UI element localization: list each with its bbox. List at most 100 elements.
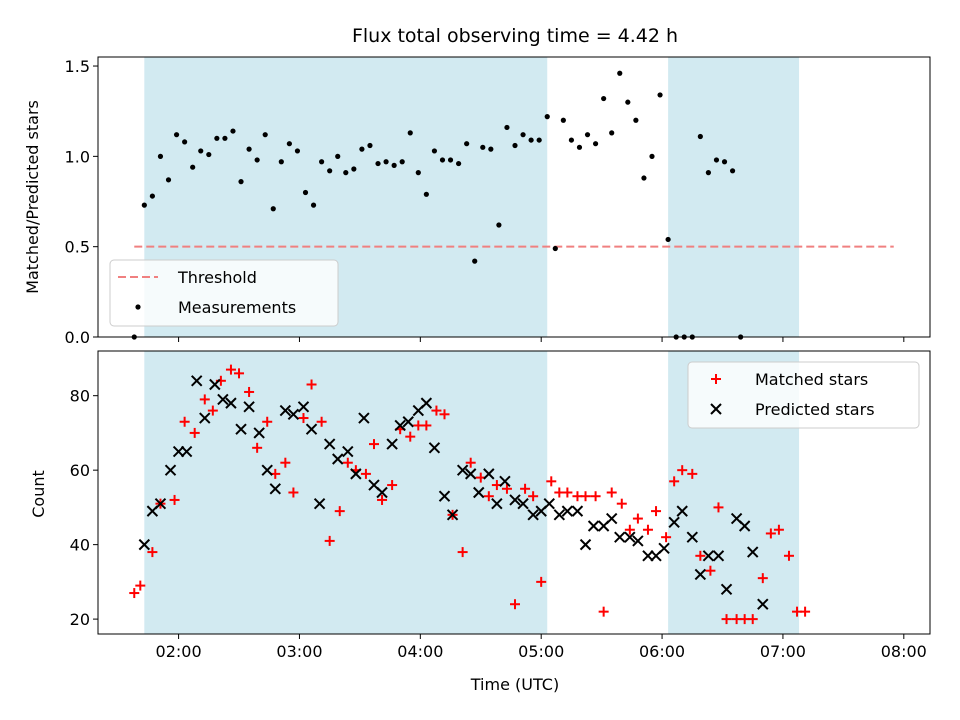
- matched-point: [669, 476, 680, 487]
- measurement-point: [536, 137, 542, 143]
- predicted-point: [499, 475, 511, 488]
- series-measurements: [131, 70, 744, 340]
- predicted-point: [191, 375, 203, 387]
- measurement-point: [278, 159, 284, 165]
- predicted-point: [332, 453, 344, 465]
- measurement-point: [496, 222, 502, 228]
- y-tick-label: 0.5: [65, 238, 90, 257]
- matched-point: [179, 416, 190, 427]
- measurement-point: [165, 177, 172, 183]
- matched-point: [368, 439, 379, 450]
- predicted-point: [561, 505, 574, 517]
- matched-point: [169, 494, 180, 505]
- predicted-point: [491, 497, 503, 510]
- legend-threshold-label: Threshold: [177, 268, 257, 287]
- measurement-point: [173, 132, 180, 138]
- predicted-point: [747, 546, 759, 558]
- predicted-point: [420, 397, 433, 409]
- matched-point: [747, 614, 758, 625]
- predicted-point: [180, 445, 193, 458]
- legend-box: [109, 259, 339, 327]
- measurement-point: [149, 193, 155, 199]
- matched-point: [501, 483, 512, 494]
- predicted-point: [138, 538, 151, 551]
- measurement-point: [633, 117, 639, 123]
- axes-frame: [97, 350, 931, 635]
- measurement-point: [262, 132, 268, 138]
- predicted-point: [694, 568, 707, 581]
- matched-point: [546, 476, 557, 487]
- matched-point: [606, 487, 617, 498]
- predicted-point: [473, 486, 485, 499]
- legend-measurements-label: Measurements: [178, 298, 296, 317]
- measurement-point: [190, 164, 196, 170]
- predicted-point: [446, 509, 459, 521]
- predicted-point: [483, 468, 495, 480]
- measurement-point: [480, 144, 486, 150]
- matched-point: [721, 614, 732, 625]
- predicted-point: [605, 512, 618, 525]
- measurement-point: [359, 146, 365, 152]
- x-tick-label: 02:00: [156, 642, 202, 661]
- x-tick-label: 07:00: [760, 642, 806, 661]
- matched-point: [783, 550, 794, 561]
- measurement-point: [520, 132, 526, 138]
- predicted-point: [225, 397, 237, 409]
- series-predicted-stars: [138, 375, 769, 610]
- matched-point: [632, 513, 643, 524]
- predicted-point: [702, 550, 715, 562]
- predicted-point: [342, 445, 354, 458]
- predicted-point: [632, 535, 644, 547]
- predicted-point: [199, 412, 211, 424]
- measurement-point: [617, 70, 623, 76]
- matched-point: [510, 599, 521, 610]
- matched-point: [334, 506, 345, 517]
- matched-point: [713, 502, 724, 513]
- measurement-point: [472, 258, 478, 264]
- measurement-point: [230, 128, 236, 134]
- predicted-point: [253, 427, 265, 439]
- predicted-point: [217, 393, 229, 406]
- measurement-point: [504, 124, 510, 131]
- measurement-point: [270, 206, 276, 212]
- matched-point: [757, 573, 768, 584]
- axes-frame: [97, 56, 931, 338]
- matched-point: [316, 416, 327, 427]
- predicted-point: [287, 408, 300, 421]
- measurement-point: [399, 159, 405, 165]
- y-tick-label: 80: [70, 387, 90, 406]
- measurement-point: [601, 95, 607, 102]
- matched-point: [677, 465, 688, 476]
- measurement-point: [512, 142, 518, 149]
- measurement-point: [544, 114, 550, 120]
- matched-point: [377, 494, 388, 505]
- bottom-panel: 20 40 60 80 02:00 03:00 04:00 05:00 06:00 07:00 08…: [70, 350, 931, 661]
- matched-point: [773, 524, 784, 535]
- x-tick-label: 05:00: [518, 642, 564, 661]
- predicted-point: [386, 438, 398, 450]
- measurement-point: [423, 191, 429, 197]
- measurement-point: [157, 153, 164, 159]
- matched-point: [306, 379, 317, 390]
- y-tick-label: 60: [70, 461, 90, 480]
- matched-point: [342, 457, 353, 468]
- predicted-point: [712, 550, 725, 562]
- measurement-point: [367, 142, 373, 149]
- matched-point: [387, 480, 398, 491]
- matched-point: [695, 550, 706, 561]
- measurement-point: [343, 170, 349, 176]
- predicted-point: [297, 401, 310, 413]
- matched-point: [528, 491, 539, 502]
- predicted-point: [456, 464, 469, 476]
- predicted-point: [438, 490, 451, 502]
- predicted-point: [509, 494, 521, 506]
- measurement-point: [528, 137, 534, 143]
- matched-point: [324, 535, 335, 546]
- matched-point: [405, 431, 416, 442]
- x-axis-label: Time (UTC): [470, 675, 559, 694]
- measurement-point: [625, 99, 631, 105]
- measurement-point: [407, 130, 413, 136]
- matched-point: [457, 547, 468, 558]
- predicted-point: [279, 404, 292, 417]
- y-tick-label: 1.0: [65, 147, 90, 166]
